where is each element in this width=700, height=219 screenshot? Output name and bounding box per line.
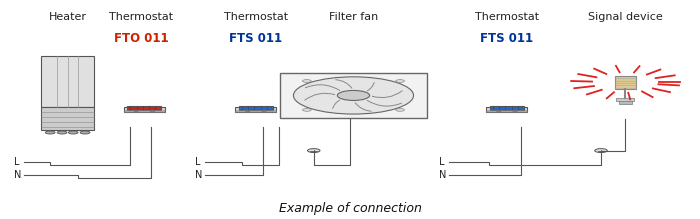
Bar	[615, 76, 636, 89]
Text: Thermostat: Thermostat	[224, 12, 288, 21]
Text: Heater: Heater	[48, 12, 87, 21]
Text: Thermostat: Thermostat	[475, 12, 539, 21]
Bar	[235, 107, 276, 112]
Text: L: L	[195, 157, 201, 168]
Text: N: N	[439, 170, 447, 180]
Bar	[124, 107, 164, 112]
FancyArrowPatch shape	[332, 100, 340, 108]
Circle shape	[246, 110, 250, 112]
Bar	[486, 107, 527, 112]
Text: Thermostat: Thermostat	[108, 12, 173, 21]
Text: FTS 011: FTS 011	[480, 32, 533, 45]
Bar	[280, 73, 427, 118]
Circle shape	[80, 131, 90, 134]
Circle shape	[395, 109, 405, 111]
Circle shape	[134, 110, 138, 112]
Bar	[239, 106, 273, 110]
Bar	[616, 98, 634, 101]
Circle shape	[57, 131, 67, 134]
FancyArrowPatch shape	[368, 101, 402, 106]
Text: FTO 011: FTO 011	[113, 32, 168, 45]
Text: N: N	[14, 170, 21, 180]
Text: L: L	[439, 157, 444, 168]
Circle shape	[150, 110, 155, 112]
Bar	[619, 101, 631, 104]
Circle shape	[337, 90, 370, 101]
Bar	[127, 106, 162, 110]
Text: Example of connection: Example of connection	[279, 202, 421, 215]
Circle shape	[496, 110, 500, 112]
Bar	[41, 107, 94, 130]
FancyArrowPatch shape	[304, 93, 335, 100]
Bar	[41, 56, 94, 107]
Text: Filter fan: Filter fan	[329, 12, 378, 21]
Circle shape	[302, 109, 312, 111]
FancyArrowPatch shape	[336, 80, 352, 88]
Circle shape	[262, 110, 266, 112]
Circle shape	[595, 149, 608, 152]
Circle shape	[46, 131, 55, 134]
FancyArrowPatch shape	[368, 83, 374, 91]
Text: L: L	[14, 157, 20, 168]
Circle shape	[307, 149, 320, 152]
Circle shape	[395, 80, 405, 82]
FancyArrowPatch shape	[355, 103, 371, 111]
Circle shape	[513, 110, 517, 112]
Bar	[490, 106, 524, 110]
FancyArrowPatch shape	[372, 91, 402, 98]
Text: N: N	[195, 170, 202, 180]
Text: Signal device: Signal device	[588, 12, 663, 21]
Circle shape	[293, 77, 414, 114]
Circle shape	[302, 80, 312, 82]
Circle shape	[69, 131, 78, 134]
Text: FTS 011: FTS 011	[230, 32, 282, 45]
FancyArrowPatch shape	[305, 85, 340, 90]
